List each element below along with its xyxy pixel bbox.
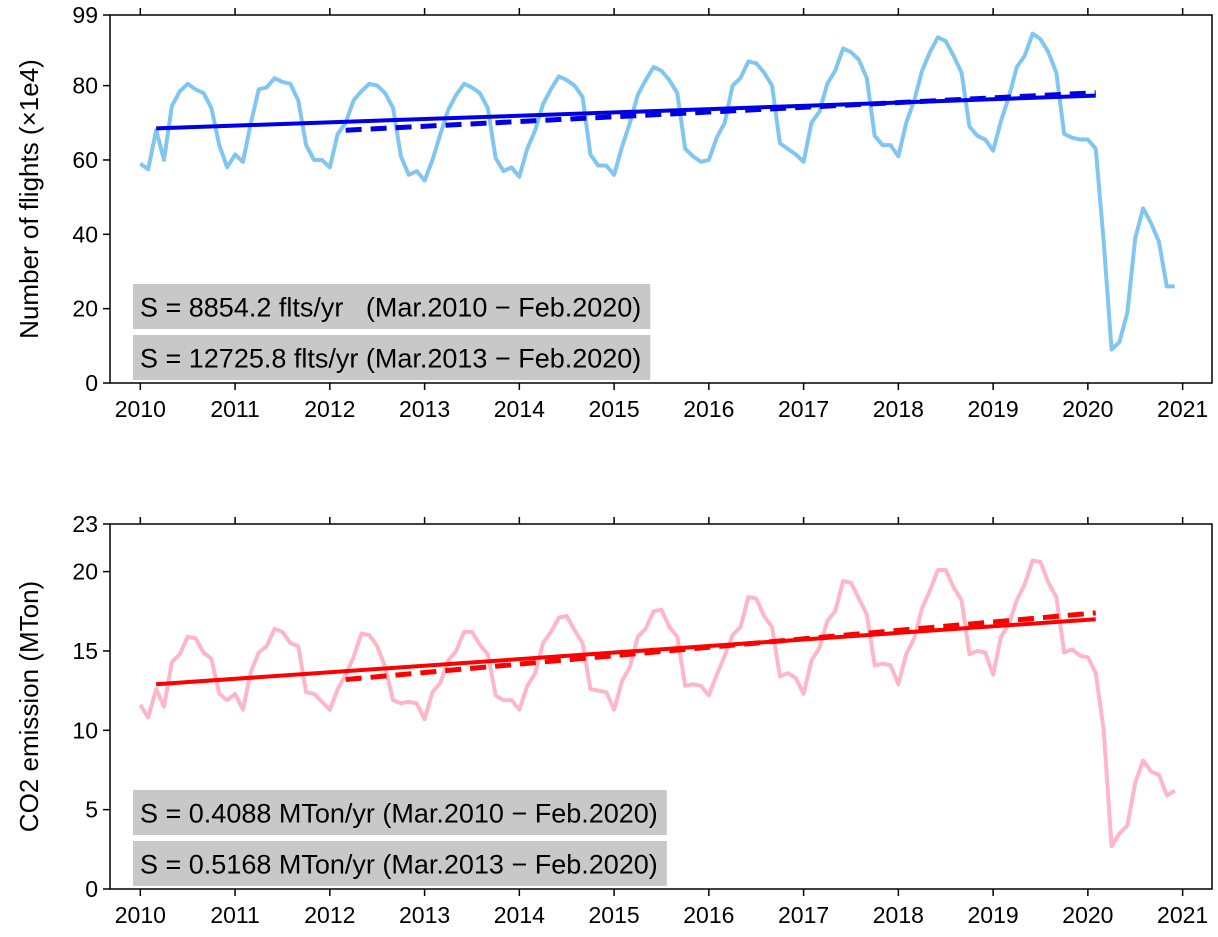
x-tick-label: 2014 <box>494 902 545 928</box>
x-tick-label: 2014 <box>494 396 545 422</box>
x-tick-label: 2012 <box>304 902 355 928</box>
x-tick-label: 2011 <box>210 902 259 928</box>
annotation-box <box>133 284 651 329</box>
x-tick-label: 2017 <box>778 902 829 928</box>
plot-panel: 2010 2011 2012 2013 2014 2015 2016 2017 2018 2019… <box>14 511 1213 928</box>
y-tick-label: 15 <box>72 638 98 664</box>
series-line <box>156 93 1096 131</box>
plot-panel: 2010 2011 2012 2013 2014 2015 2016 2017 2018 2019… <box>14 2 1213 422</box>
x-tick-label: 2021 <box>1157 396 1208 422</box>
plot-frame <box>109 14 1213 384</box>
annotation: S = 0.4088 MTon/yr (Mar.2010 − Feb.2020) <box>140 799 658 829</box>
y-tick-label: 60 <box>72 147 98 173</box>
x-tick-label: 2018 <box>873 902 924 928</box>
x-tick-label: 2015 <box>589 902 640 928</box>
annotation: S = 8854.2 flts/yr (Mar.2010 − Feb.2020) <box>140 293 641 323</box>
annotation-group: S = 0.4088 MTon/yr (Mar.2010 − Feb.2020)… <box>133 790 667 886</box>
y-tick-label: 0 <box>85 876 98 902</box>
series-line <box>156 617 1096 687</box>
x-tick-label: 2020 <box>1062 902 1113 928</box>
y-tick-label: 10 <box>72 717 98 743</box>
series-line <box>139 31 1175 352</box>
x-tick-label: 2020 <box>1062 396 1113 422</box>
x-tick-label: 2018 <box>873 396 924 422</box>
series-line <box>138 558 1176 849</box>
y-axis-label: CO2 emission (MTon) <box>14 581 44 832</box>
x-tick-label: 2010 <box>115 902 166 928</box>
y-tick-label: 0 <box>85 370 98 396</box>
y-tick-label: 99 <box>72 2 98 28</box>
x-tick-label: 2010 <box>115 396 166 422</box>
y-tick-label: 20 <box>72 296 98 322</box>
x-tick-label: 2017 <box>778 396 829 422</box>
x-tick-label: 2012 <box>304 396 355 422</box>
y-tick-label: 40 <box>72 221 98 247</box>
annotation-group: S = 8854.2 flts/yr (Mar.2010 − Feb.2020)… <box>133 284 651 380</box>
annotation: S = 0.5168 MTon/yr (Mar.2013 − Feb.2020) <box>140 850 658 880</box>
x-tick-label: 2019 <box>968 396 1019 422</box>
x-tick-label: 2013 <box>399 396 450 422</box>
annotation: S = 12725.8 flts/yr (Mar.2013 − Feb.2020… <box>140 344 641 374</box>
x-tick-label: 2013 <box>399 902 450 928</box>
x-tick-label: 2016 <box>683 396 734 422</box>
trend-line-dashed <box>345 610 1096 683</box>
y-tick-label: 23 <box>72 511 98 537</box>
y-tick-label: 5 <box>85 797 98 823</box>
trend-line-dashed <box>345 90 1096 133</box>
x-tick-label: 2019 <box>968 902 1019 928</box>
annotation-box <box>133 841 667 886</box>
y-tick-label: 80 <box>72 73 98 99</box>
annotation-box <box>133 790 667 835</box>
x-tick-label: 2016 <box>683 902 734 928</box>
annotation-box <box>133 335 651 380</box>
y-axis-label: Number of flights (×1e4) <box>14 59 44 339</box>
plot-frame <box>109 523 1213 890</box>
x-tick-label: 2011 <box>210 396 259 422</box>
x-tick-label: 2015 <box>589 396 640 422</box>
y-tick-label: 20 <box>72 559 98 585</box>
x-tick-label: 2021 <box>1157 902 1208 928</box>
